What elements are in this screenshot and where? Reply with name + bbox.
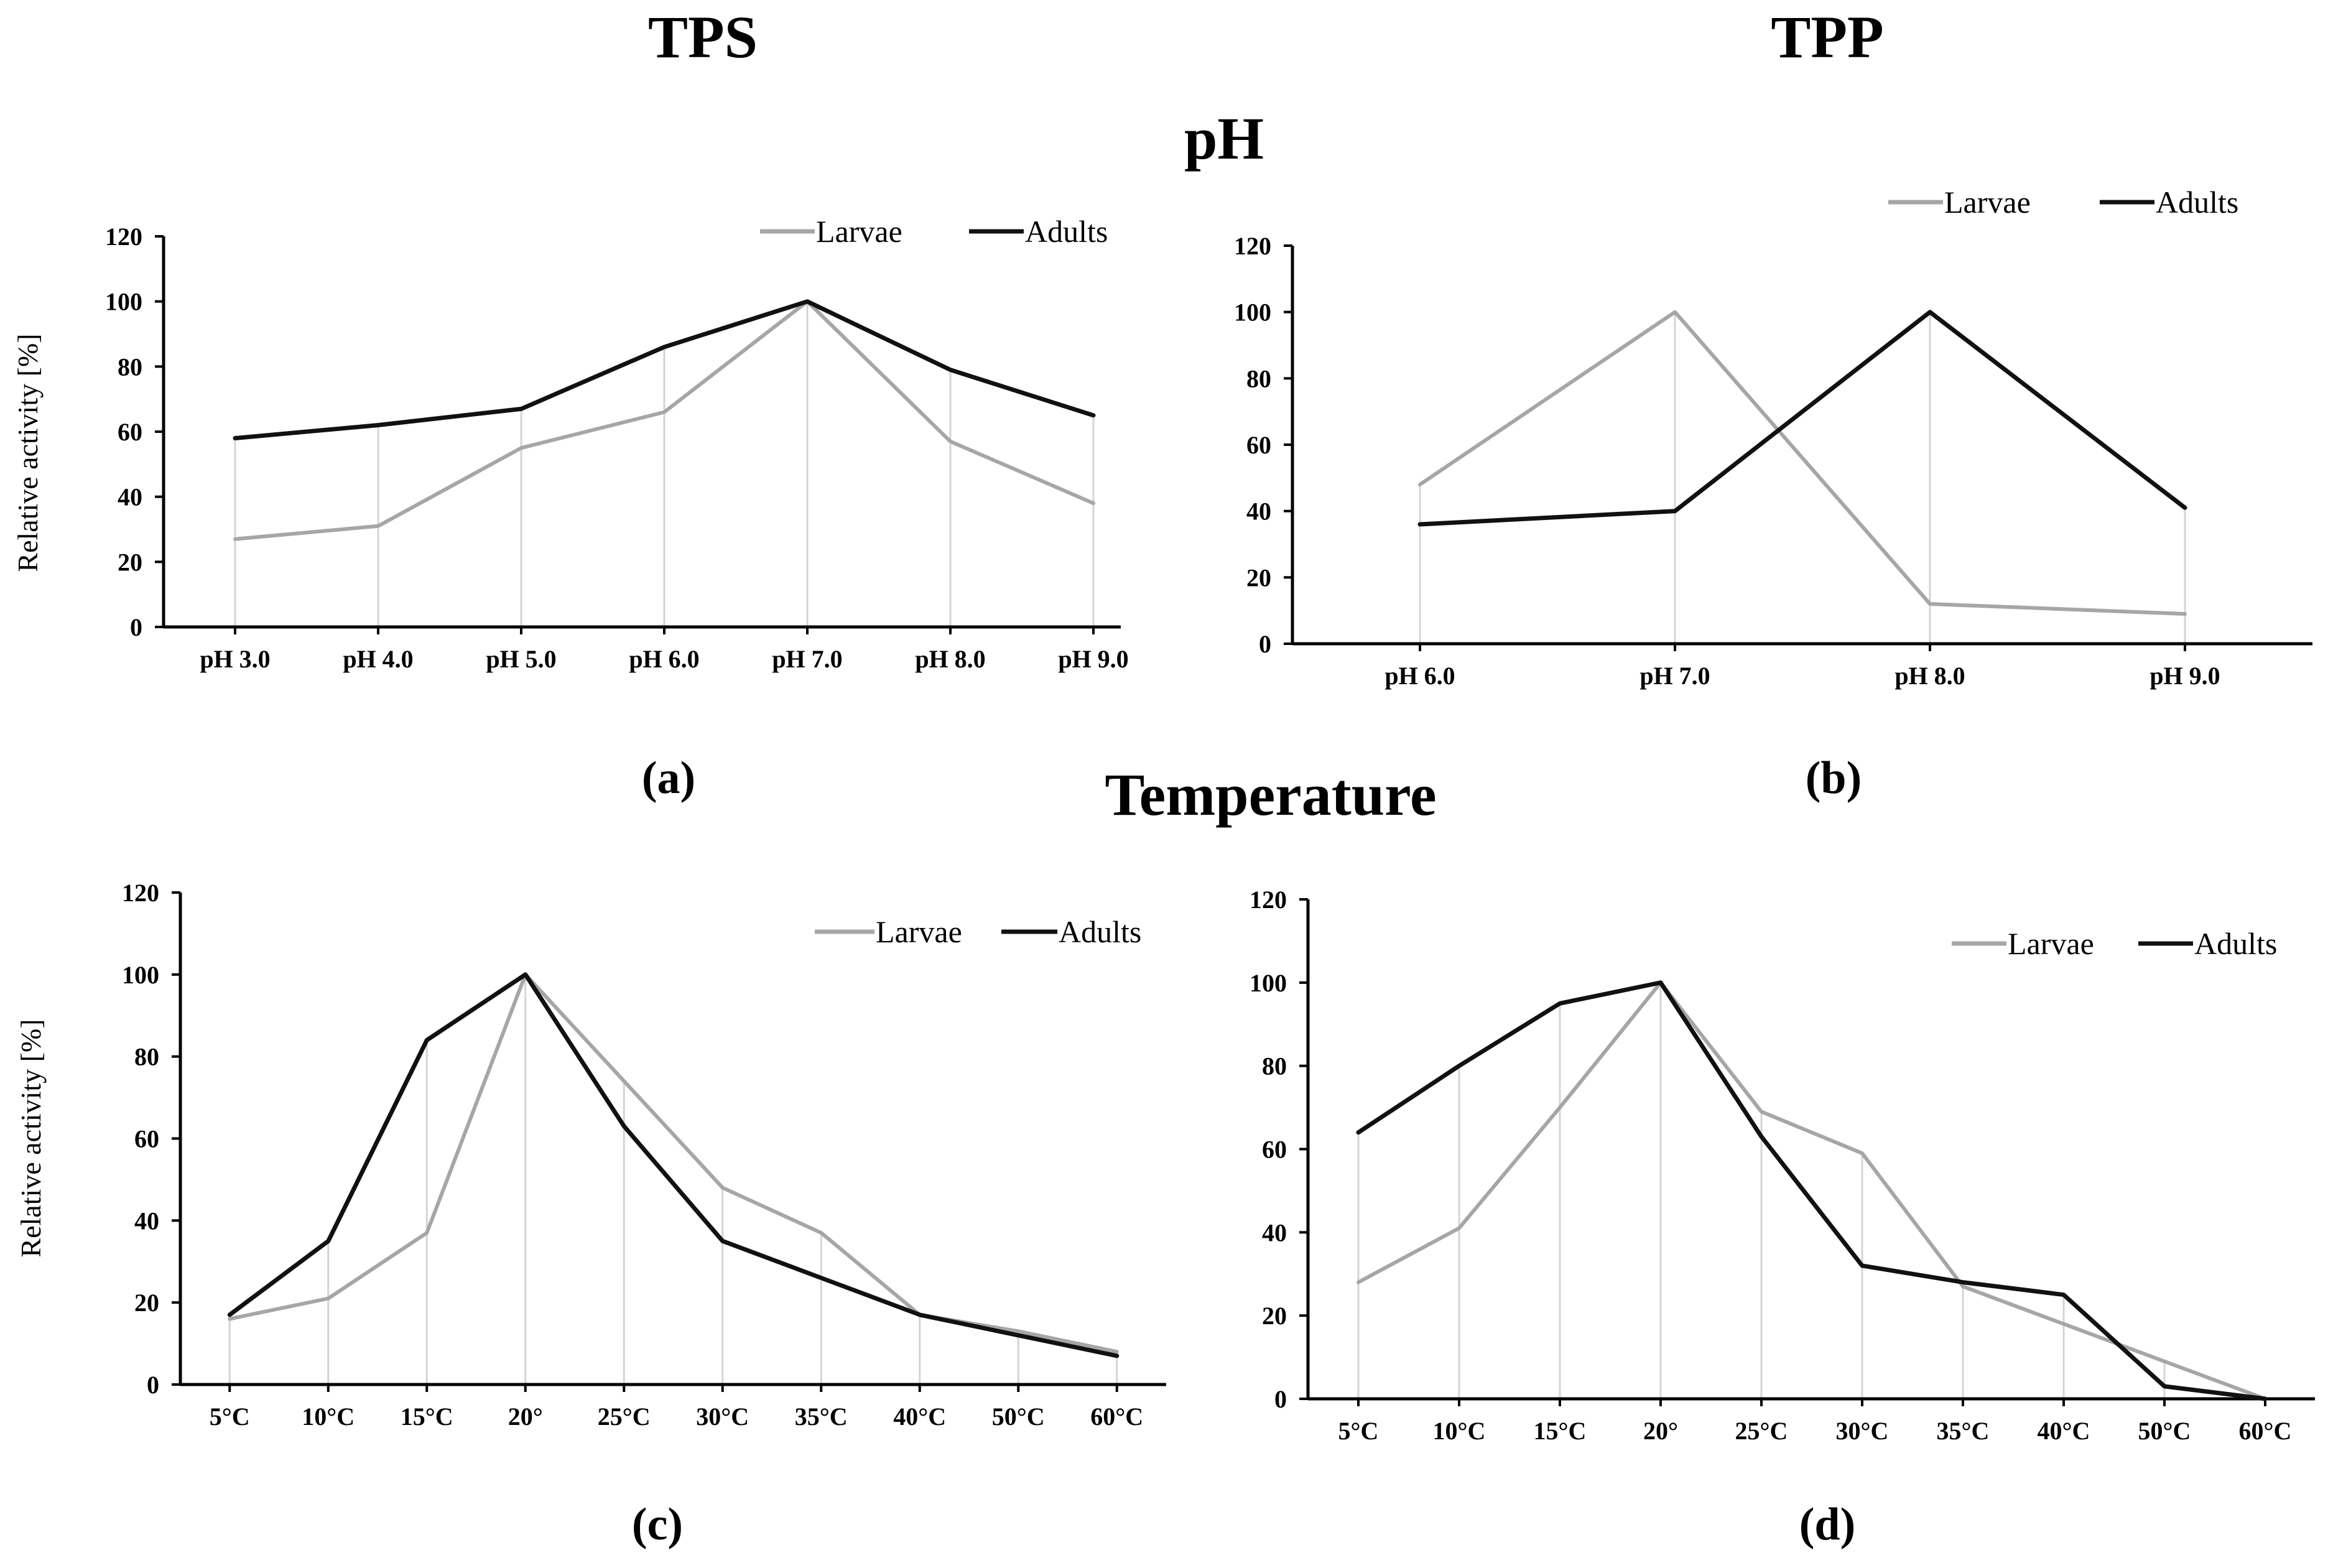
y-tick-label: 80 [1262,1052,1287,1080]
x-tick-label: 10°C [1433,1417,1486,1445]
legend-label-adults: Adults [1025,214,1108,249]
y-tick-label: 0 [130,613,142,641]
x-tick-label: 25°C [1735,1417,1788,1445]
y-tick-label: 40 [134,1207,159,1235]
y-tick-label: 40 [118,483,142,511]
y-tick-label: 100 [1234,299,1271,327]
chart-b: 0 20 40 60 80 100 120 pH 6.0 pH 7.0 pH 8.0 pH 9.0 L… [1234,185,2312,804]
x-tick-label: pH 7.0 [772,645,842,673]
y-tick-label: 100 [122,961,159,989]
y-tick-label: 60 [1246,431,1271,459]
chart-c: 0 20 40 60 80 100 120 5°C 10°C 15°C 20° 25°C 30°C 35°… [15,879,1166,1550]
chart-a: 0 20 40 60 80 100 120 pH 3.0 pH 4.0 pH 5.0 pH 6.0 p… [12,214,1129,804]
x-tick-label: pH 4.0 [343,645,413,673]
y-tick-label: 120 [1250,886,1287,914]
y-tick-label: 120 [1234,232,1271,260]
x-tick-label: pH 8.0 [1894,662,1965,690]
heading-temperature: Temperature [1105,761,1436,828]
series-line-adults [227,972,1120,1358]
x-tick-label: 30°C [696,1403,749,1431]
x-tick-label: 30°C [1836,1417,1889,1445]
y-tick-label: 120 [105,223,142,251]
y-tick-label: 20 [118,548,142,576]
x-tick-label: 50°C [2138,1417,2191,1445]
x-tick-label: 15°C [401,1403,453,1431]
y-tick-label: 20 [1262,1302,1287,1330]
series-line-adults [1417,310,2187,527]
y-tick-label: 100 [105,288,142,316]
legend: Larvae Adults [1952,926,2277,961]
heading-tpp: TPP [1771,4,1883,70]
panel-label: (c) [632,1499,683,1550]
legend-label-adults: Adults [1059,914,1141,949]
y-tick-label: 60 [1262,1136,1287,1164]
legend-label-adults: Adults [2194,926,2277,961]
y-axis-label: Relative activity [%] [12,333,44,572]
x-tick-label: 35°C [1937,1417,1990,1445]
x-tick-label: pH 9.0 [2149,662,2220,690]
panel-label: (b) [1806,753,1862,804]
charts-group: 0 20 40 60 80 100 120 pH 3.0 pH 4.0 pH 5.0 pH 6.0 p… [12,185,2315,1550]
x-tick-label: 40°C [893,1403,946,1431]
x-tick-label: 10°C [302,1403,355,1431]
x-tick-label: pH 6.0 [629,645,699,673]
y-tick-label: 0 [1274,1385,1287,1413]
y-tick-label: 20 [134,1289,159,1317]
y-tick-label: 0 [147,1371,159,1399]
legend-label-larvae: Larvae [816,214,902,249]
series-line-larvae [1418,310,2187,616]
x-tick-label: pH 6.0 [1384,662,1455,690]
legend: Larvae Adults [1888,185,2238,220]
legend-label-larvae: Larvae [2008,926,2094,961]
legend: Larvae Adults [760,214,1108,249]
x-tick-label: 25°C [598,1403,651,1431]
x-tick-label: 40°C [2038,1417,2090,1445]
legend-label-larvae: Larvae [876,914,962,949]
x-tick-label: 50°C [992,1403,1045,1431]
legend: Larvae Adults [815,914,1141,949]
y-tick-label: 20 [1246,564,1271,591]
x-tick-label: 20° [1643,1417,1678,1445]
legend-label-larvae: Larvae [1944,185,2031,220]
chart-d: 0 20 40 60 80 100 120 5°C 10°C 15°C 20° 25°C 30°C 35°… [1250,886,2315,1550]
x-tick-label: pH 7.0 [1639,662,1710,690]
x-tick-label: 35°C [795,1403,848,1431]
panel-label: (a) [642,753,695,804]
y-tick-label: 40 [1262,1218,1287,1246]
y-tick-label: 0 [1259,630,1271,658]
series-line-larvae [233,299,1095,541]
y-tick-label: 40 [1246,498,1271,526]
y-tick-label: 60 [134,1125,159,1153]
x-tick-label: pH 9.0 [1058,645,1128,673]
y-tick-label: 80 [1246,364,1271,392]
y-tick-label: 80 [118,353,142,381]
x-tick-label: 20° [508,1403,543,1431]
x-tick-label: 15°C [1534,1417,1587,1445]
x-tick-label: 5°C [210,1403,250,1431]
y-tick-label: 120 [122,879,159,907]
x-tick-label: pH 3.0 [200,645,270,673]
heading-tps: TPS [648,4,758,70]
x-tick-label: 60°C [2239,1417,2292,1445]
y-tick-label: 60 [118,418,142,446]
legend-label-adults: Adults [2156,185,2238,220]
heading-ph: pH [1184,105,1264,172]
panel-label: (d) [1799,1499,1855,1550]
x-tick-label: pH 5.0 [486,645,556,673]
x-tick-label: 5°C [1338,1417,1379,1445]
x-tick-label: 60°C [1090,1403,1143,1431]
y-tick-label: 100 [1250,969,1287,997]
series-line-adults [233,299,1096,440]
x-tick-label: pH 8.0 [915,645,985,673]
series-line-adults [1356,980,2268,1401]
y-axis-label: Relative activity [%] [15,1019,47,1257]
y-tick-label: 80 [134,1043,159,1071]
series-line-larvae [228,972,1119,1354]
